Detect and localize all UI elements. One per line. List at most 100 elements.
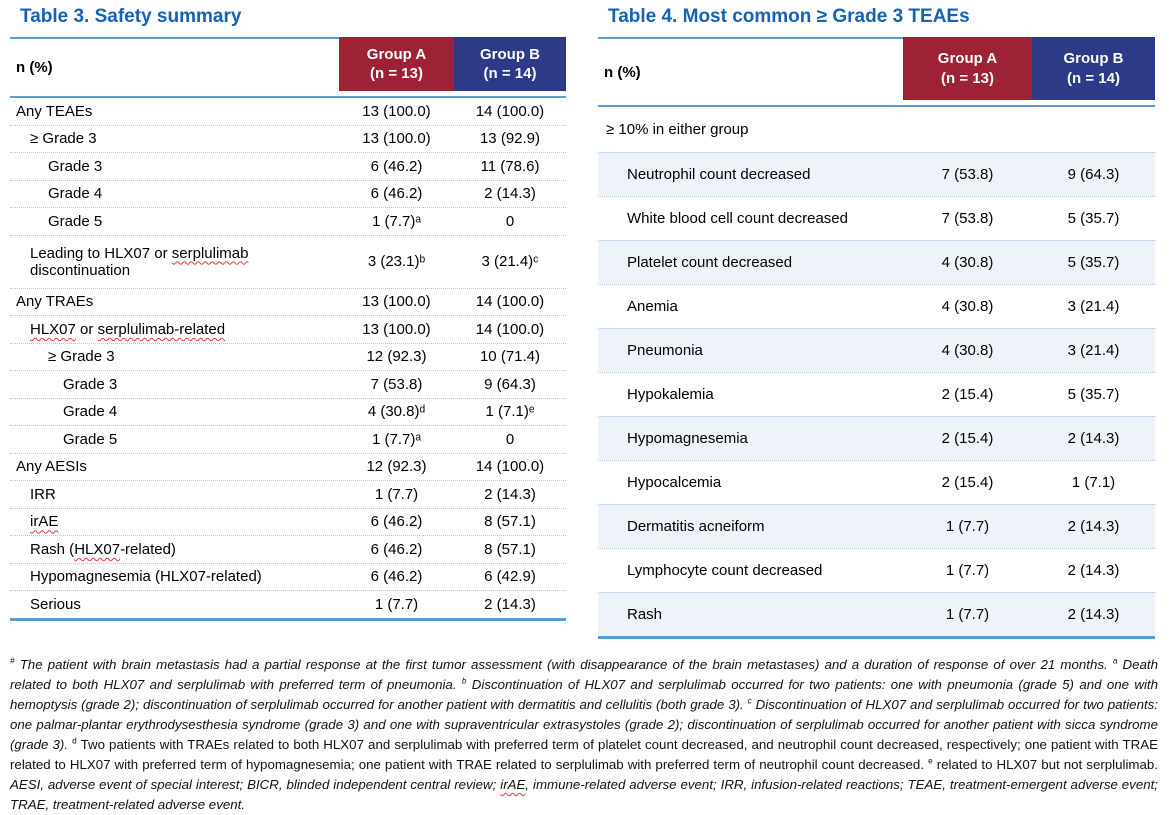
table4-header-row: n (%) Group A (n = 13) Group B (n = 14) bbox=[598, 37, 1155, 107]
table-row: Rash (HLX07-related) 6 (46.2) 8 (57.1) bbox=[10, 535, 566, 563]
value-group-b: 1 (7.1)ᵉ bbox=[485, 403, 535, 421]
table-row: Neutrophil count decreased 7 (53.8) 9 (64.… bbox=[598, 152, 1155, 196]
footnote-superscript-marker: c bbox=[747, 696, 752, 706]
table4-header-n-pct: n (%) bbox=[604, 63, 641, 81]
value-group-a: 6 (46.2) bbox=[370, 157, 423, 175]
row-label: Any TRAEs bbox=[16, 293, 94, 311]
row-label: Any TEAEs bbox=[16, 102, 93, 120]
row-label: Serious bbox=[30, 595, 81, 613]
row-label: Grade 5 bbox=[63, 430, 118, 448]
table4-body: ≥ 10% in either group Neutrophil count de… bbox=[598, 107, 1155, 636]
row-label: IRR bbox=[30, 485, 56, 503]
value-group-b: 8 (57.1) bbox=[484, 513, 536, 531]
table-row: Hypomagnesemia (HLX07-related) 6 (46.2) 6 … bbox=[10, 562, 566, 591]
row-label: ≥ Grade 3 bbox=[30, 130, 97, 148]
footnote-text: Death related to both HLX07 and serpluli… bbox=[10, 657, 1158, 692]
row-label: Dermatitis acneiform bbox=[627, 518, 765, 535]
row-label: Rash bbox=[627, 606, 663, 623]
table-row: Grade 5 1 (7.7)ᵃ 0 bbox=[10, 425, 566, 453]
table4-column: Table 4. Most common ≥ Grade 3 TEAEs n (… bbox=[598, 2, 1155, 639]
footnote-superscript-marker: d bbox=[72, 736, 77, 746]
table-row: Any AESIs 12 (92.3) 14 (100.0) bbox=[10, 452, 566, 481]
table-row: Hypomagnesemia 2 (15.4) 2 (14.3) bbox=[598, 416, 1155, 460]
row-label: irAE bbox=[10, 510, 339, 533]
value-group-a: 13 (100.0) bbox=[362, 130, 431, 148]
misspelled-word: irAE bbox=[30, 513, 59, 531]
value-group-a: 1 (7.7)ᵃ bbox=[372, 430, 421, 448]
footnote-superscript-marker: e bbox=[928, 756, 933, 766]
value-group-b: 5 (35.7) bbox=[1067, 386, 1120, 403]
table3-header-n-pct: n (%) bbox=[16, 59, 53, 76]
value-group-a: 1 (7.7) bbox=[945, 606, 990, 623]
table-row: Grade 3 7 (53.8) 9 (64.3) bbox=[10, 370, 566, 398]
footnote-superscript-marker: a bbox=[1112, 656, 1118, 666]
value-group-b: 6 (42.9) bbox=[484, 568, 536, 586]
value-group-b: 2 (14.3) bbox=[1067, 518, 1120, 535]
row-label: Any AESIs bbox=[16, 458, 87, 476]
footnote: # The patient with brain metastasis had … bbox=[10, 655, 1158, 815]
footnote-text: related to HLX07 but not serplulimab. bbox=[932, 757, 1158, 772]
value-group-a: 1 (7.7) bbox=[945, 518, 990, 535]
value-group-b: 5 (35.7) bbox=[1067, 210, 1120, 227]
row-label: Grade 4 bbox=[63, 403, 118, 421]
table3: n (%) Group A (n = 13) Group B (n = 14) … bbox=[10, 37, 566, 621]
table-row: Grade 4 6 (46.2) 2 (14.3) bbox=[10, 179, 566, 208]
two-table-layout: Table 3. Safety summary n (%) Group A (n… bbox=[10, 2, 1155, 639]
table-row: IRR 1 (7.7) 2 (14.3) bbox=[10, 480, 566, 508]
table-row: Rash 1 (7.7) 2 (14.3) bbox=[598, 592, 1155, 636]
row-label: Hypomagnesemia bbox=[627, 430, 748, 447]
row-label: Grade 3 bbox=[63, 375, 118, 393]
table4: n (%) Group A (n = 13) Group B (n = 14) … bbox=[598, 37, 1155, 639]
value-group-b: 0 bbox=[505, 430, 515, 448]
footnote-text: irAE bbox=[500, 777, 526, 792]
table4-group-b-header: Group B (n = 14) bbox=[1032, 37, 1155, 100]
footnote-text: Two patients with TRAEs related to both … bbox=[10, 737, 1158, 772]
value-group-b: 14 (100.0) bbox=[475, 320, 545, 338]
table-row: ≥ 10% in either group bbox=[598, 107, 1155, 152]
misspelled-word: serplulimab bbox=[171, 244, 249, 262]
value-group-a: 13 (100.0) bbox=[362, 293, 431, 311]
value-group-a: 7 (53.8) bbox=[941, 166, 994, 183]
table-row: ≥ Grade 3 12 (92.3) 10 (71.4) bbox=[10, 342, 566, 371]
table-row: Grade 3 6 (46.2) 11 (78.6) bbox=[10, 152, 566, 180]
row-label: White blood cell count decreased bbox=[627, 210, 848, 227]
value-group-a: 12 (92.3) bbox=[366, 348, 427, 366]
value-group-a: 7 (53.8) bbox=[941, 210, 994, 227]
value-group-b: 2 (14.3) bbox=[1067, 430, 1120, 447]
row-label: Hypokalemia bbox=[627, 386, 714, 403]
value-group-b: 13 (92.9) bbox=[479, 130, 541, 148]
table3-header-row: n (%) Group A (n = 13) Group B (n = 14) bbox=[10, 37, 566, 98]
footnote-text: AESI, adverse event of special interest;… bbox=[10, 777, 501, 792]
table-row: Platelet count decreased 4 (30.8) 5 (35.7) bbox=[598, 240, 1155, 284]
value-group-a: 6 (46.2) bbox=[370, 540, 423, 558]
value-group-a: 1 (7.7) bbox=[374, 485, 419, 503]
value-group-a: 1 (7.7) bbox=[374, 595, 419, 613]
value-group-a: 2 (15.4) bbox=[941, 430, 994, 447]
value-group-b: 2 (14.3) bbox=[484, 485, 536, 503]
footnote-superscript-marker: # bbox=[10, 656, 15, 666]
table3-group-b-header: Group B (n = 14) bbox=[454, 37, 566, 91]
row-label: Grade 3 bbox=[48, 157, 103, 175]
value-group-b: 1 (7.1) bbox=[1071, 474, 1116, 491]
table-row: Any TEAEs 13 (100.0) 14 (100.0) bbox=[10, 98, 566, 125]
row-label: ≥ Grade 3 bbox=[48, 348, 115, 366]
row-label: ≥ 10% in either group bbox=[606, 121, 749, 138]
value-group-a: 4 (30.8) bbox=[941, 254, 994, 271]
row-label: Grade 5 bbox=[48, 212, 103, 230]
table-row: Grade 4 4 (30.8)ᵈ 1 (7.1)ᵉ bbox=[10, 397, 566, 426]
row-label: Leading to HLX07 or serplulimab disconti… bbox=[30, 244, 249, 279]
row-label: Hypocalcemia bbox=[627, 474, 722, 491]
table-row: White blood cell count decreased 7 (53.8)… bbox=[598, 196, 1155, 240]
table-row: Pneumonia 4 (30.8) 3 (21.4) bbox=[598, 328, 1155, 372]
table-row: Any TRAEs 13 (100.0) 14 (100.0) bbox=[10, 287, 566, 316]
value-group-a: 4 (30.8) bbox=[941, 298, 994, 315]
footnote-superscript-marker: b bbox=[461, 676, 467, 686]
table-row: Leading to HLX07 or serplulimab disconti… bbox=[10, 234, 566, 288]
table-row: HLX07 or serplulimab-related 13 (100.0) 14… bbox=[10, 315, 566, 343]
value-group-b: 3 (21.4) bbox=[1067, 342, 1120, 359]
value-group-b: 14 (100.0) bbox=[475, 293, 545, 311]
value-group-b: 2 (14.3) bbox=[1067, 562, 1120, 579]
row-label: Pneumonia bbox=[627, 342, 703, 359]
value-group-a: 6 (46.2) bbox=[370, 513, 423, 531]
misspelled-word: serplulimab-related bbox=[97, 320, 226, 338]
